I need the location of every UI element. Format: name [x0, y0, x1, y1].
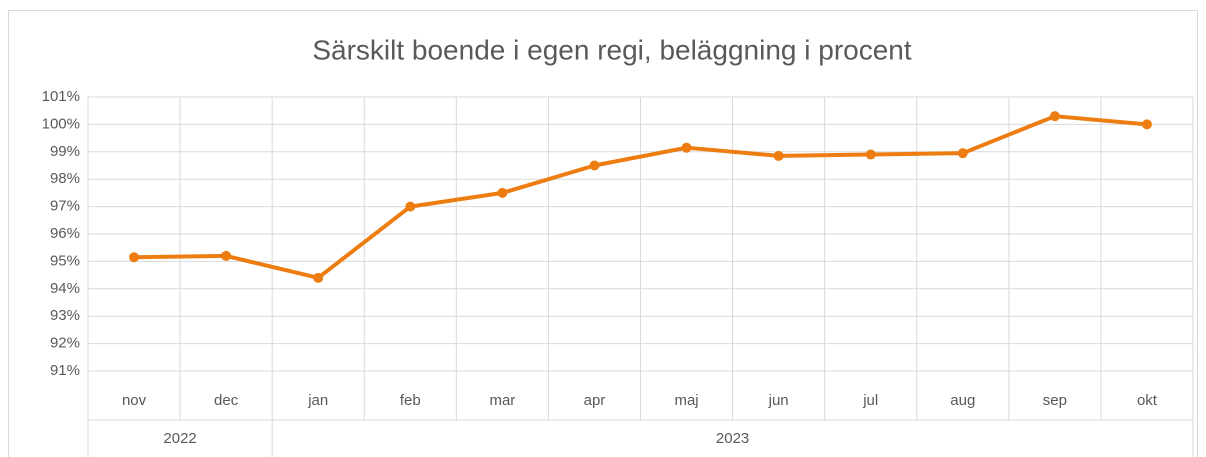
x-tick-label: nov: [122, 392, 147, 409]
point: [681, 142, 692, 153]
point: [773, 150, 784, 161]
x-tick-label: jan: [307, 392, 328, 409]
point: [1141, 119, 1152, 130]
point: [405, 201, 416, 212]
x-tick-label: maj: [674, 392, 698, 409]
x-tick-label: okt: [1137, 392, 1158, 409]
chart-title: Särskilt boende i egen regi, beläggning …: [312, 34, 912, 65]
x-tick-label: dec: [214, 392, 239, 409]
y-tick-label: 91%: [50, 362, 80, 379]
y-tick-label: 92%: [50, 335, 80, 352]
y-tick-label: 98%: [50, 170, 80, 187]
y-tick-label: 101%: [42, 88, 80, 105]
point: [1049, 111, 1060, 122]
x-tick-label: sep: [1043, 392, 1067, 409]
line: [134, 114, 1148, 280]
y-tick-label: 93%: [50, 307, 80, 324]
x-tick-label: jul: [862, 392, 878, 409]
point: [957, 148, 968, 159]
point: [497, 187, 508, 198]
point: [221, 250, 232, 261]
y-tick-label: 95%: [50, 252, 80, 269]
y-tick-label: 100%: [42, 115, 80, 132]
point: [865, 149, 876, 160]
y-tick-label: 96%: [50, 225, 80, 242]
x-tick-label: apr: [584, 392, 606, 409]
point: [313, 272, 324, 283]
x-group-label: 2022: [163, 430, 196, 447]
x-tick-label: mar: [489, 392, 515, 409]
y-tick-label: 94%: [50, 280, 80, 297]
x-tick-label: feb: [400, 392, 421, 409]
y-tick-label: 99%: [50, 143, 80, 160]
point: [589, 160, 600, 171]
x-tick-label: aug: [950, 392, 975, 409]
x-tick-label: jun: [768, 392, 789, 409]
point: [129, 252, 140, 263]
y-tick-label: 97%: [50, 198, 80, 215]
x-group-label: 2023: [716, 430, 749, 447]
